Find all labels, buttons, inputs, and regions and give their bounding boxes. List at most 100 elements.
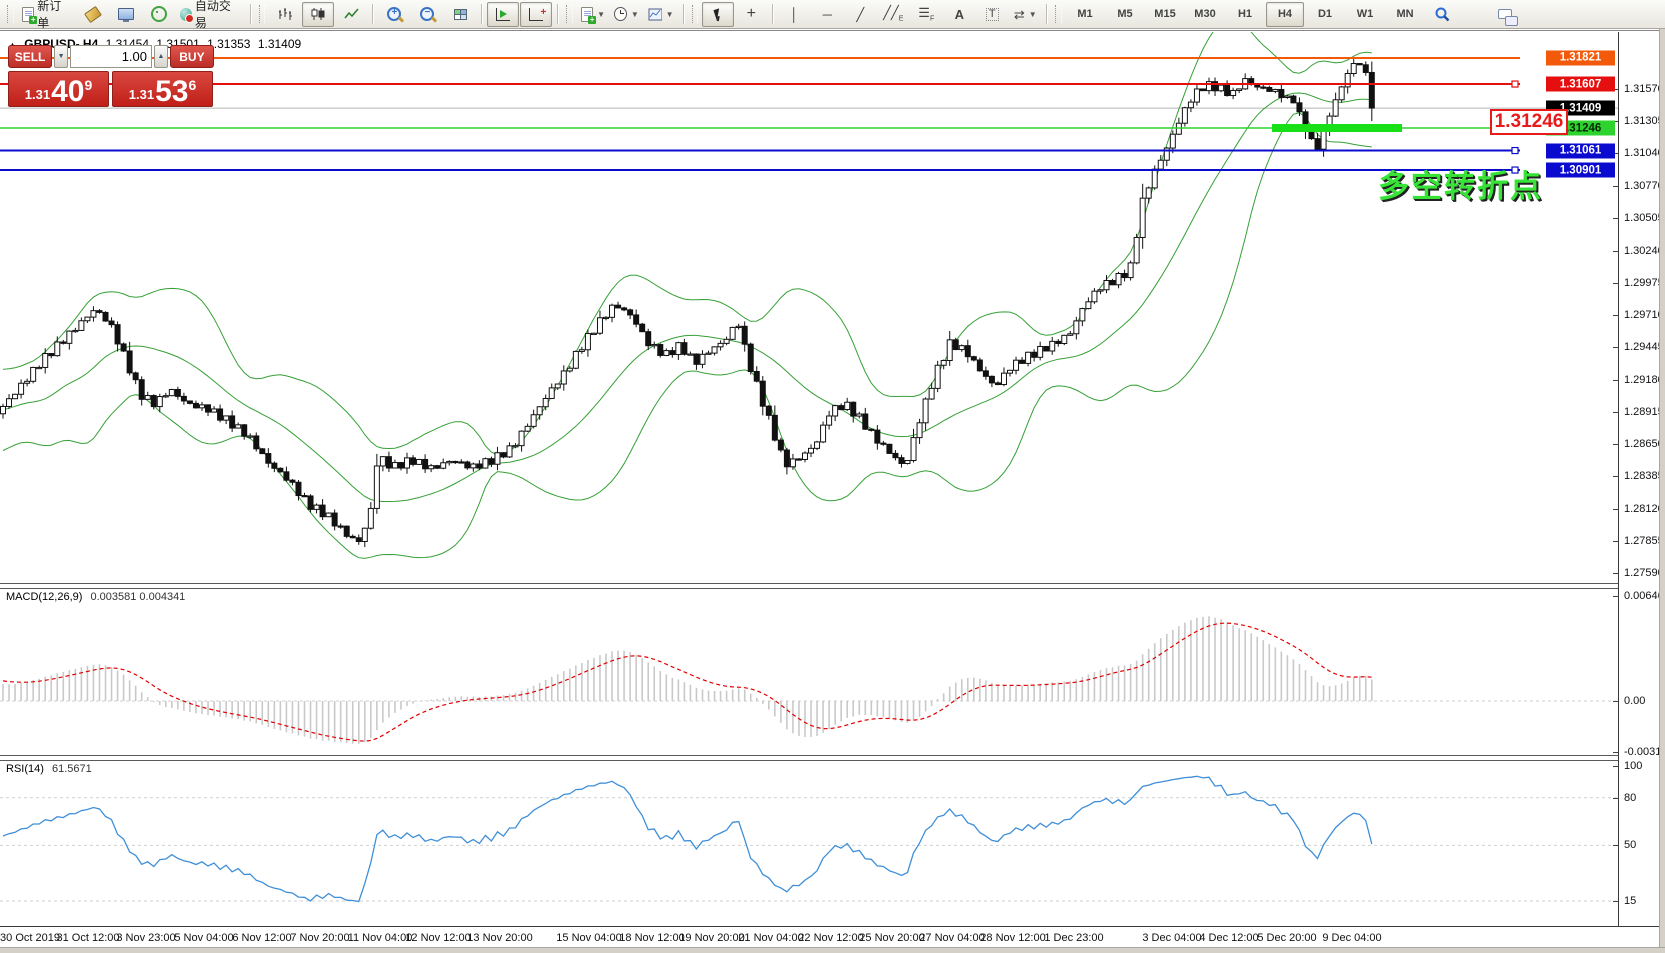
fibonacci-tool-button[interactable]: ☰F <box>910 2 942 27</box>
timeframe-button-mn[interactable]: MN <box>1396 8 1414 20</box>
auto-scroll-button[interactable] <box>487 1 520 27</box>
timeframe-button-m5[interactable]: M5 <box>1117 8 1133 20</box>
toolbar-separator <box>557 4 559 24</box>
toolbar-separator <box>682 4 684 24</box>
auto-trading-button[interactable]: 自动交易 <box>176 0 245 30</box>
macd-axis-label: -0.003171 <box>1624 746 1665 759</box>
timeframe-button-w1[interactable]: W1 <box>1356 8 1374 20</box>
crosshair-tool-button[interactable]: + <box>735 2 767 27</box>
buy-price-big: 53 <box>155 75 189 108</box>
timeframe-toolbar: M1 M5 M15 M30 H1 H4 D1 W1 MN <box>1066 1 1424 27</box>
sell-button[interactable]: SELL <box>8 45 53 68</box>
arrows-tool-button[interactable]: ⇄ ▼ <box>1009 2 1041 27</box>
timeframe-button-m30[interactable]: M30 <box>1194 8 1216 20</box>
text-tool-button[interactable]: A <box>943 2 975 27</box>
timeframe-button-h1[interactable]: H1 <box>1237 8 1253 20</box>
macd-panel-splitter[interactable] <box>0 583 1618 589</box>
channel-tool-button[interactable]: ╱╱E <box>877 2 909 27</box>
time-axis-label: 25 Nov 20:00 <box>859 932 925 944</box>
zoom-in-button[interactable]: + <box>378 2 410 27</box>
window-right-border <box>1659 29 1665 953</box>
time-axis[interactable]: 30 Oct 2019 31 Oct 12:00 3 Nov 23:00 5 Nov … <box>0 926 1665 950</box>
chart-window: ▲ GBPUSD-,H4 1.31454 1.31501 1.31353 1.3… <box>0 30 1665 950</box>
time-axis-label: 21 Nov 04:00 <box>738 932 804 944</box>
time-axis-label: 11 Nov 04:00 <box>347 932 413 944</box>
window-bottom-border <box>0 947 1665 953</box>
price-axis-tick-mark <box>1613 282 1618 284</box>
toolbar-separator <box>481 4 483 24</box>
price-axis-tick: 1.31570 <box>1624 82 1664 95</box>
trendline-tool-button[interactable]: ╱ <box>844 2 876 27</box>
timeframe-button-m1[interactable]: M1 <box>1077 8 1093 20</box>
toolbar-separator <box>372 4 374 24</box>
toolbar-grip[interactable] <box>566 5 574 23</box>
toolbar-grip[interactable] <box>1055 5 1062 23</box>
price-callout-box: 1.31246 <box>1490 109 1568 135</box>
time-axis-label: 30 Oct 2019 <box>0 932 60 944</box>
volume-increment-button[interactable]: ▲ <box>154 45 168 68</box>
buy-price-display[interactable]: 1.31 53 6 <box>112 71 213 107</box>
price-axis-border <box>1618 32 1619 926</box>
price-axis-tick-mark <box>1613 218 1618 220</box>
bar-chart-icon <box>278 8 292 20</box>
rsi-panel-splitter[interactable] <box>0 755 1618 761</box>
price-axis-tick: 1.27590 <box>1624 567 1664 580</box>
macd-axis-tick-mark <box>1613 752 1618 754</box>
macd-indicator-plot[interactable] <box>0 588 1665 756</box>
buy-button[interactable]: BUY <box>169 45 214 68</box>
tile-windows-button[interactable] <box>444 2 476 27</box>
rsi-title: RSI(14) <box>6 763 44 775</box>
search-button[interactable] <box>1426 2 1458 27</box>
volume-decrement-button[interactable]: ▼ <box>54 45 68 68</box>
volume-input[interactable] <box>70 45 152 68</box>
price-axis-tick-mark <box>1613 508 1618 510</box>
indicators-button[interactable]: + ▼ <box>577 2 609 27</box>
bar-chart-mode-button[interactable] <box>269 2 301 27</box>
zoom-out-button[interactable]: − <box>411 2 443 27</box>
time-axis-label: 18 Nov 12:00 <box>619 932 685 944</box>
time-axis-label: 13 Nov 20:00 <box>467 932 533 944</box>
toolbar-grip[interactable] <box>7 5 14 23</box>
price-axis-tick-mark <box>1613 379 1618 381</box>
timeframe-button-d1[interactable]: D1 <box>1317 8 1333 20</box>
templates-button[interactable]: ▼ <box>644 2 678 27</box>
vertical-line-icon: │ <box>790 6 799 22</box>
time-axis-label: 6 Nov 12:00 <box>232 932 292 944</box>
line-chart-mode-button[interactable] <box>335 2 367 27</box>
price-axis-tick: 1.30770 <box>1624 180 1664 192</box>
sell-price-display[interactable]: 1.31 40 9 <box>8 71 109 107</box>
rsi-indicator-plot[interactable] <box>0 760 1665 926</box>
chart-shift-button[interactable]: + <box>520 1 553 27</box>
signals-icon <box>150 6 167 22</box>
rsi-axis-label: 80 <box>1624 791 1637 804</box>
periods-button[interactable]: ▼ <box>610 2 643 27</box>
signals-button[interactable] <box>143 2 175 27</box>
price-axis-tick-mark <box>1613 411 1618 413</box>
chat-button[interactable] <box>1489 2 1521 27</box>
new-order-button[interactable]: + 新订单 <box>18 0 76 30</box>
toolbar-grip[interactable] <box>691 5 699 23</box>
time-axis-label: 15 Nov 04:00 <box>556 932 622 944</box>
timeframe-button-m15[interactable]: M15 <box>1154 8 1176 20</box>
price-chart-plot[interactable] <box>0 32 1665 584</box>
toolbar-separator <box>249 4 251 24</box>
time-axis-label: 7 Nov 20:00 <box>290 932 350 944</box>
horizontal-line-tool-button[interactable]: ─ <box>811 2 843 27</box>
vertical-line-tool-button[interactable]: │ <box>778 2 810 27</box>
rsi-axis-label: 15 <box>1624 894 1637 907</box>
time-axis-label: 27 Nov 04:00 <box>919 932 985 944</box>
toolbar-grip[interactable] <box>258 5 266 23</box>
market-watch-button[interactable] <box>77 2 109 27</box>
candlestick-mode-button[interactable] <box>302 1 335 27</box>
timeframe-button-h4[interactable]: H4 <box>1266 1 1304 27</box>
macd-axis-label: 0.006468 <box>1624 590 1665 602</box>
rsi-axis-label: 100 <box>1624 760 1643 772</box>
cursor-tool-button[interactable] <box>702 1 735 27</box>
sell-price-big: 40 <box>51 75 85 108</box>
one-click-trading-panel: SELL ▼ ▲ BUY 1.31 40 9 1.31 53 6 <box>8 45 214 107</box>
chart-shift-icon: + <box>529 7 546 21</box>
dropdown-arrow-icon: ▼ <box>665 9 674 19</box>
text-label-tool-button[interactable]: T <box>976 2 1008 27</box>
terminal-button[interactable] <box>110 2 142 27</box>
